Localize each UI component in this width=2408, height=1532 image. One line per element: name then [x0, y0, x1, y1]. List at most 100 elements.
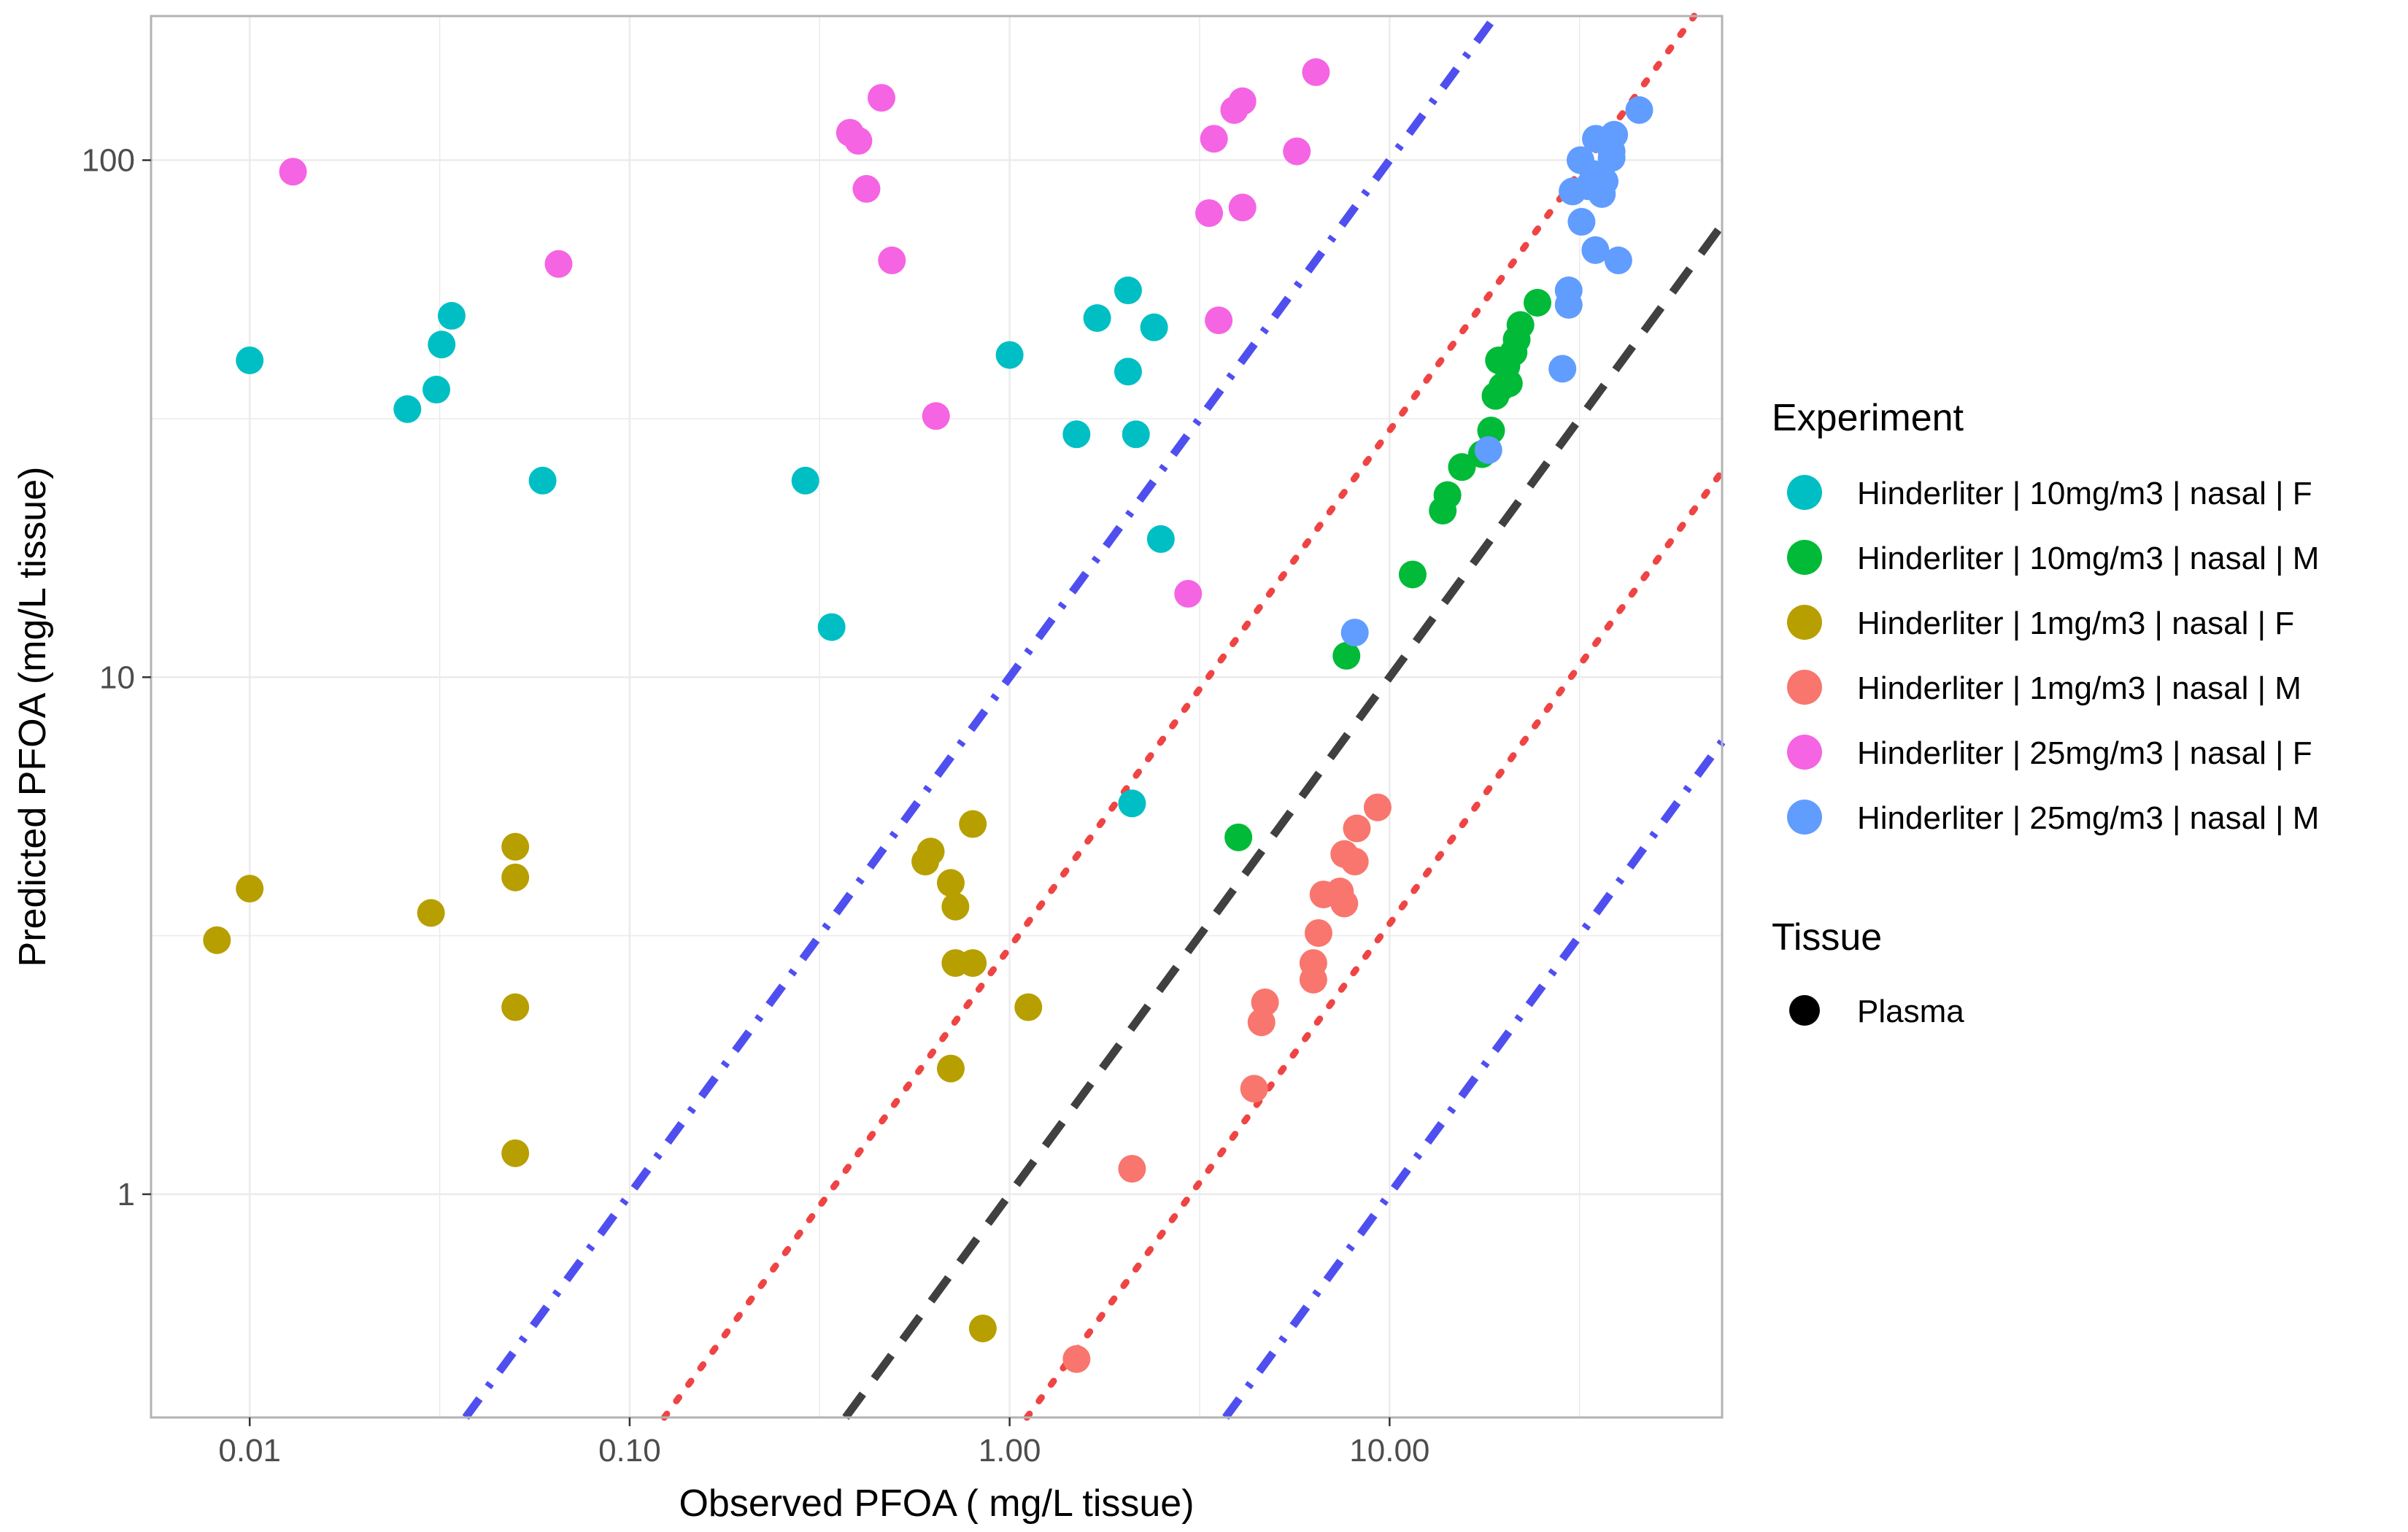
data-point [1330, 889, 1359, 918]
data-point [1604, 246, 1632, 274]
data-point [1122, 420, 1150, 449]
reference-line-fold-0_1 [1222, 739, 1726, 1420]
data-point [852, 174, 881, 203]
data-point [1332, 641, 1361, 670]
data-point [995, 341, 1024, 369]
data-point [1146, 525, 1175, 553]
legend-label-3: Hinderliter | 1mg/m3 | nasal | M [1857, 670, 2301, 706]
data-point [936, 869, 965, 897]
data-point [868, 84, 896, 112]
reference-line-fold-3 [660, 12, 1698, 1421]
legend-key-2 [1787, 605, 1822, 640]
y-tick-label: 100 [82, 143, 135, 179]
data-point [1083, 303, 1111, 332]
data-point [1581, 236, 1610, 264]
data-point [922, 402, 950, 430]
legend-label-5: Hinderliter | 25mg/m3 | nasal | M [1857, 800, 2319, 836]
data-point [1343, 814, 1371, 843]
legend-label-2: Hinderliter | 1mg/m3 | nasal | F [1857, 606, 2294, 641]
legend-label-0: Hinderliter | 10mg/m3 | nasal | F [1857, 476, 2312, 511]
data-point [1118, 789, 1146, 818]
x-tick-label: 0.10 [598, 1433, 661, 1469]
data-point [941, 892, 970, 921]
data-point [1340, 847, 1369, 875]
legend-key-5 [1787, 800, 1822, 835]
legend-key-3 [1787, 670, 1822, 705]
data-point [428, 330, 456, 359]
data-point [203, 926, 231, 954]
series-3 [1062, 793, 1392, 1373]
series-5 [1340, 96, 1653, 647]
data-point [817, 613, 846, 641]
x-axis-title: Observed PFOA ( mg/L tissue) [679, 1482, 1194, 1525]
data-point [1506, 311, 1535, 339]
data-point [1062, 1345, 1091, 1373]
data-point [1398, 560, 1427, 589]
data-point [1224, 823, 1253, 851]
series-2 [203, 810, 1043, 1342]
data-point [936, 1054, 965, 1083]
reference-line-fold-10 [462, 13, 1499, 1420]
legend-key-0 [1787, 475, 1822, 510]
grid [151, 16, 1722, 1417]
data-point [844, 127, 873, 155]
data-point [1567, 208, 1596, 236]
data-point [1240, 1075, 1268, 1103]
data-point [1448, 453, 1476, 481]
data-points [203, 58, 1653, 1373]
data-point [544, 249, 573, 278]
data-point [959, 949, 987, 978]
data-point [1340, 619, 1369, 647]
y-tick-label: 10 [99, 659, 135, 695]
data-point [1140, 313, 1168, 341]
series-4 [279, 58, 1330, 608]
data-point [501, 993, 530, 1021]
data-point [878, 246, 906, 274]
data-point [1114, 357, 1142, 386]
data-point [1590, 167, 1618, 196]
data-point [528, 466, 557, 495]
panel-border [150, 15, 1724, 1419]
data-point [1625, 96, 1653, 124]
x-tick-label: 1.00 [979, 1433, 1041, 1469]
data-point [501, 863, 530, 891]
legend-tissue-key [1789, 995, 1820, 1026]
data-point [1600, 120, 1629, 149]
data-point [417, 899, 445, 927]
data-point [1474, 436, 1502, 464]
data-point [1174, 579, 1203, 608]
data-point [501, 1139, 530, 1167]
data-point [1118, 1155, 1146, 1183]
data-point [236, 346, 264, 374]
axis-ticks: 0.01 0.10 1.00 10.00 1 10 100 [82, 143, 1430, 1469]
data-point [1283, 137, 1311, 166]
data-point [1114, 276, 1142, 305]
reference-lines [462, 12, 1726, 1421]
legend-tissue-label: Plasma [1857, 994, 1964, 1029]
data-point [501, 832, 530, 861]
series-0 [236, 276, 1175, 818]
data-point [1251, 988, 1279, 1016]
data-point [1523, 288, 1551, 317]
data-point [1299, 949, 1327, 978]
legend-key-4 [1787, 735, 1822, 770]
legend-experiment-title: Experiment [1772, 397, 1964, 439]
data-point [437, 301, 466, 330]
reference-line-fold-1 [842, 222, 1726, 1420]
data-point [1363, 793, 1392, 821]
data-point [1548, 355, 1577, 383]
x-tick-label: 0.01 [218, 1433, 281, 1469]
data-point [1433, 481, 1462, 509]
data-point [236, 875, 264, 903]
data-point [1200, 125, 1228, 153]
x-tick-label: 10.00 [1349, 1433, 1429, 1469]
y-axis-title: Predicted PFOA (mg/L tissue) [12, 467, 54, 967]
legend-label-1: Hinderliter | 10mg/m3 | nasal | M [1857, 541, 2319, 576]
legend: Experiment Tissue Hinderliter | 10mg/m3 … [1772, 397, 2319, 1029]
data-point [1014, 993, 1043, 1021]
data-point [1302, 58, 1330, 86]
data-point [1492, 352, 1521, 380]
data-point [1554, 276, 1583, 305]
